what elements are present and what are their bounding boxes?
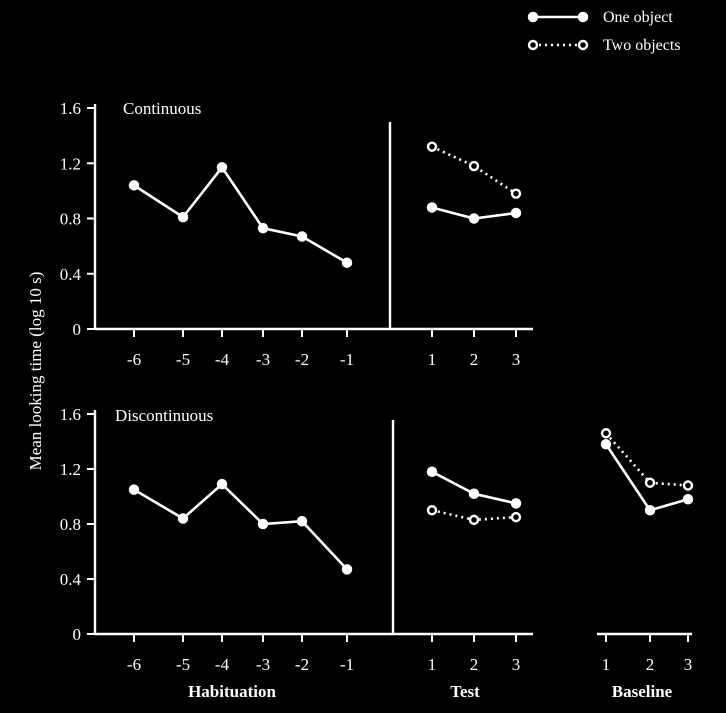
x-label-habituation: Habituation [188, 682, 276, 701]
baseline-one-object-line [604, 443, 689, 512]
x-label-baseline: Baseline [612, 682, 673, 701]
axes-layer: 0 0.4 0.8 1.2 1.6 -6 -5 -4 -3 -2 -1 1 2 3 0 0.4 0.8 1.2 1.… [60, 99, 693, 674]
panel-title-discontinuous: Discontinuous [115, 406, 213, 425]
baseline-two-objects-line [605, 432, 689, 487]
continuous-habituation-line [133, 165, 348, 264]
baseline-one-object-point [682, 494, 694, 505]
legend-one-object-marker-left [527, 11, 539, 23]
continuous-test-one-object-point [426, 202, 438, 213]
baseline-one-object-point [600, 439, 612, 450]
discontinuous-habituation-point [341, 564, 353, 575]
y-axis-label: Mean looking time (log 10 s) [26, 272, 45, 471]
x-label-test: Test [450, 682, 480, 701]
legend-two-objects-marker-right [577, 39, 589, 51]
discontinuous-habituation-point [296, 516, 308, 527]
continuous-test-one-object-point [468, 213, 480, 224]
discontinuous-habituation-tick-label: -4 [215, 655, 230, 674]
discontinuous-test-two-objects-point [426, 505, 438, 516]
discontinuous-habituation-point [257, 518, 269, 530]
discontinuous-y-tick-label: 1.2 [60, 460, 81, 479]
continuous-y-tick-label: 1.2 [60, 154, 81, 173]
discontinuous-y-tick-label: 1.6 [60, 405, 81, 424]
continuous-habituation-point [296, 231, 308, 242]
continuous-habituation-point [216, 162, 228, 173]
discontinuous-test-tick-label: 1 [428, 655, 437, 674]
panel-title-continuous: Continuous [123, 99, 201, 118]
discontinuous-test-one-object-point [468, 488, 480, 499]
continuous-y-tick-label: 0.8 [60, 210, 81, 229]
continuous-habituation-point [257, 222, 269, 234]
baseline-tick-label: 2 [646, 655, 655, 674]
baseline-tick-label: 3 [684, 655, 693, 674]
continuous-habituation-point [128, 180, 140, 191]
baseline-two-objects-point [682, 480, 694, 491]
discontinuous-habituation-tick-label: -3 [256, 655, 270, 674]
continuous-habituation-tick-label: -5 [176, 350, 190, 369]
continuous-habituation-tick-label: -3 [256, 350, 270, 369]
continuous-test-two-objects-point [468, 160, 480, 172]
continuous-habituation-point [341, 257, 353, 268]
continuous-habituation-tick-label: -4 [215, 350, 230, 369]
discontinuous-habituation-line [133, 482, 348, 571]
discontinuous-y-tick-label: 0 [73, 625, 82, 644]
discontinuous-test-tick-label: 3 [512, 655, 521, 674]
continuous-y-tick-label: 0.4 [60, 265, 82, 284]
discontinuous-test-two-objects-point [468, 514, 480, 526]
continuous-y-tick-label: 0 [73, 320, 82, 339]
discontinuous-y-tick-label: 0.8 [60, 515, 81, 534]
continuous-test-two-objects-point [510, 188, 522, 199]
discontinuous-habituation-point [128, 484, 140, 495]
discontinuous-habituation-tick-label: -1 [340, 655, 354, 674]
legend: One object Two objects [527, 9, 681, 54]
baseline-one-object-point [644, 505, 656, 516]
discontinuous-test-one-object-point [510, 498, 522, 509]
continuous-test-tick-label: 3 [512, 350, 521, 369]
discontinuous-test-tick-label: 2 [470, 655, 479, 674]
continuous-test-two-objects-point [426, 141, 438, 152]
discontinuous-test-one-object-point [426, 466, 438, 477]
continuous-habituation-tick-label: -1 [340, 350, 354, 369]
discontinuous-test-two-objects-point [510, 511, 522, 523]
discontinuous-habituation-tick-label: -5 [176, 655, 190, 674]
continuous-test-tick-label: 1 [428, 350, 437, 369]
discontinuous-habituation-point [216, 478, 228, 490]
baseline-two-objects-point [644, 477, 656, 488]
continuous-test-two-objects-line [431, 145, 517, 195]
legend-two-objects-marker-left [527, 39, 539, 51]
continuous-y-tick-label: 1.6 [60, 99, 81, 118]
continuous-test-tick-label: 2 [470, 350, 479, 369]
legend-two-objects-label: Two objects [603, 37, 681, 54]
discontinuous-habituation-tick-label: -2 [295, 655, 309, 674]
legend-one-object-marker-right [577, 11, 589, 23]
discontinuous-habituation-point [177, 513, 189, 524]
continuous-habituation-tick-label: -6 [127, 350, 141, 369]
baseline-tick-label: 1 [602, 655, 611, 674]
continuous-habituation-point [177, 211, 189, 223]
continuous-test-one-object-point [510, 207, 522, 219]
continuous-habituation-tick-label: -2 [295, 350, 309, 369]
discontinuous-habituation-tick-label: -6 [127, 655, 141, 674]
discontinuous-y-tick-label: 0.4 [60, 570, 82, 589]
marks-layer [128, 141, 694, 575]
baseline-two-objects-point [600, 428, 612, 439]
legend-one-object-label: One object [603, 9, 673, 26]
